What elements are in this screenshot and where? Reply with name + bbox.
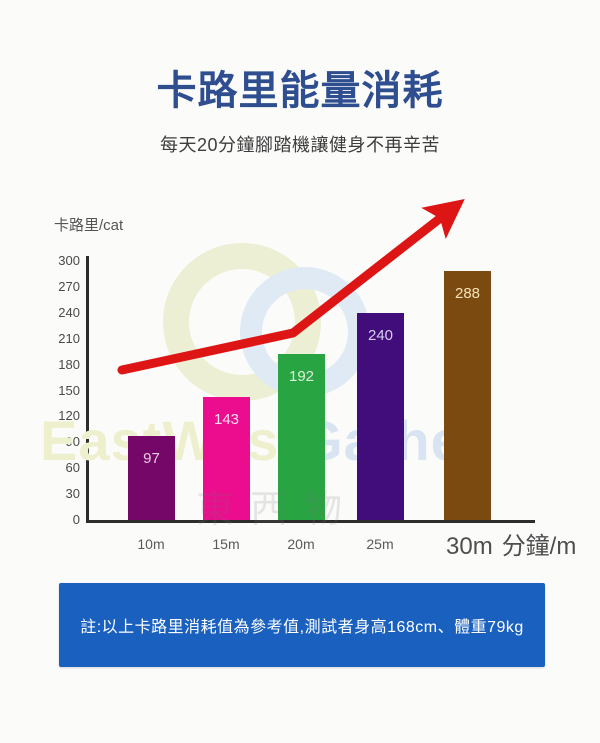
y-tick-label: 270 [58, 278, 80, 294]
page-subtitle: 每天20分鐘腳踏機讓健身不再辛苦 [159, 135, 441, 155]
y-tick-label: 150 [58, 382, 80, 398]
y-tick-label: 180 [58, 356, 80, 372]
y-tick-label: 240 [58, 304, 80, 320]
bar-15m: 143 [203, 397, 250, 520]
bar-value-label: 97 [143, 450, 160, 467]
footer-note-text: 註:以上卡路里消耗值為參考值,測試者身高168cm、體重79kg [80, 619, 524, 636]
footer-note-bar: 註:以上卡路里消耗值為參考值,測試者身高168cm、體重79kg [59, 583, 545, 667]
x-axis-label-last: 30m [446, 533, 493, 560]
brand-watermark-text: EastWestGather [40, 408, 486, 473]
x-axis-line [86, 520, 535, 523]
brand-logo-watermark [163, 243, 370, 401]
y-tick-label: 0 [72, 512, 80, 527]
y-tick-label: 210 [58, 330, 80, 346]
y-tick-label: 60 [65, 460, 80, 476]
page-title: 卡路里能量消耗 [156, 69, 444, 113]
bar-25m: 240 [357, 313, 404, 520]
bar-10m: 97 [128, 436, 175, 520]
x-axis-label: 25m [366, 536, 394, 552]
x-axis-unit: 分鐘/m [501, 533, 577, 560]
y-tick-label: 120 [58, 408, 80, 424]
bar-value-label: 288 [454, 285, 481, 302]
x-axis-label-30m: 30m 分鐘/m [446, 526, 576, 561]
x-axis-label: 10m [137, 536, 165, 552]
bar-30m: 288 [444, 271, 491, 520]
y-axis-line [86, 256, 89, 523]
x-axis-label: 20m [287, 536, 315, 552]
bar-value-label: 240 [367, 327, 394, 344]
y-tick-label: 30 [65, 486, 80, 502]
brand-watermark-cn: 東西物 [196, 489, 359, 531]
x-axis-label: 15m [212, 536, 240, 552]
y-tick-label: 90 [65, 434, 80, 450]
bar-value-label: 143 [213, 411, 240, 428]
bar-value-label: 192 [288, 368, 315, 385]
y-tick-label: 300 [58, 253, 80, 268]
y-axis-title: 卡路里/cat [54, 217, 124, 234]
